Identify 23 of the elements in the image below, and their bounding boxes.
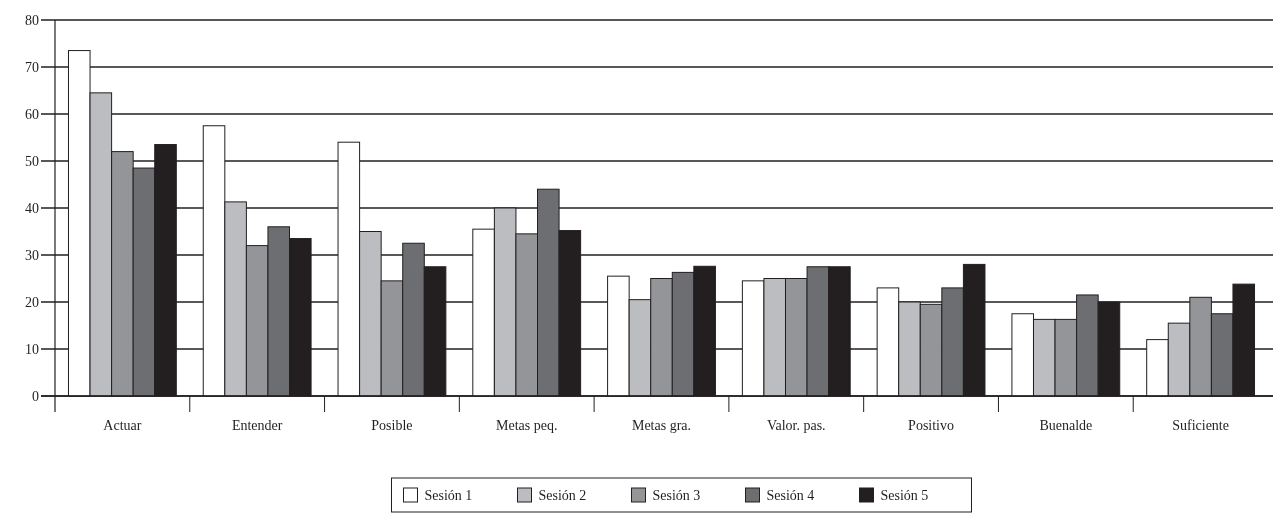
- y-tick-label: 60: [25, 106, 39, 122]
- y-tick-label: 70: [25, 59, 39, 75]
- legend-label: Sesión 2: [538, 487, 587, 503]
- x-tick-label: Entender: [231, 418, 283, 433]
- x-tick-label: Valor. pas.: [766, 418, 826, 433]
- y-tick-label: 80: [25, 12, 39, 28]
- legend-label: Sesión 1: [424, 487, 473, 503]
- legend-label: Sesión 5: [880, 487, 929, 503]
- legend-label: Sesión 4: [766, 487, 815, 503]
- x-tick-label: Positivo: [908, 418, 955, 433]
- x-tick-label: Buenalde: [1039, 418, 1093, 433]
- y-tick-label: 40: [25, 200, 39, 216]
- legend-label: Sesión 3: [652, 487, 701, 503]
- y-tick-label: 10: [25, 341, 39, 357]
- y-tick-label: 20: [25, 294, 39, 310]
- x-tick-label: Actuar: [103, 418, 142, 433]
- x-tick-label: Metas peq.: [496, 418, 558, 433]
- x-tick-label: Posible: [371, 418, 413, 433]
- x-tick-label: Suficiente: [1172, 418, 1229, 433]
- x-tick-label: Metas gra.: [631, 418, 692, 433]
- y-tick-label: 30: [25, 247, 39, 263]
- y-tick-label: 50: [25, 153, 39, 169]
- y-tick-label: 0: [32, 388, 39, 404]
